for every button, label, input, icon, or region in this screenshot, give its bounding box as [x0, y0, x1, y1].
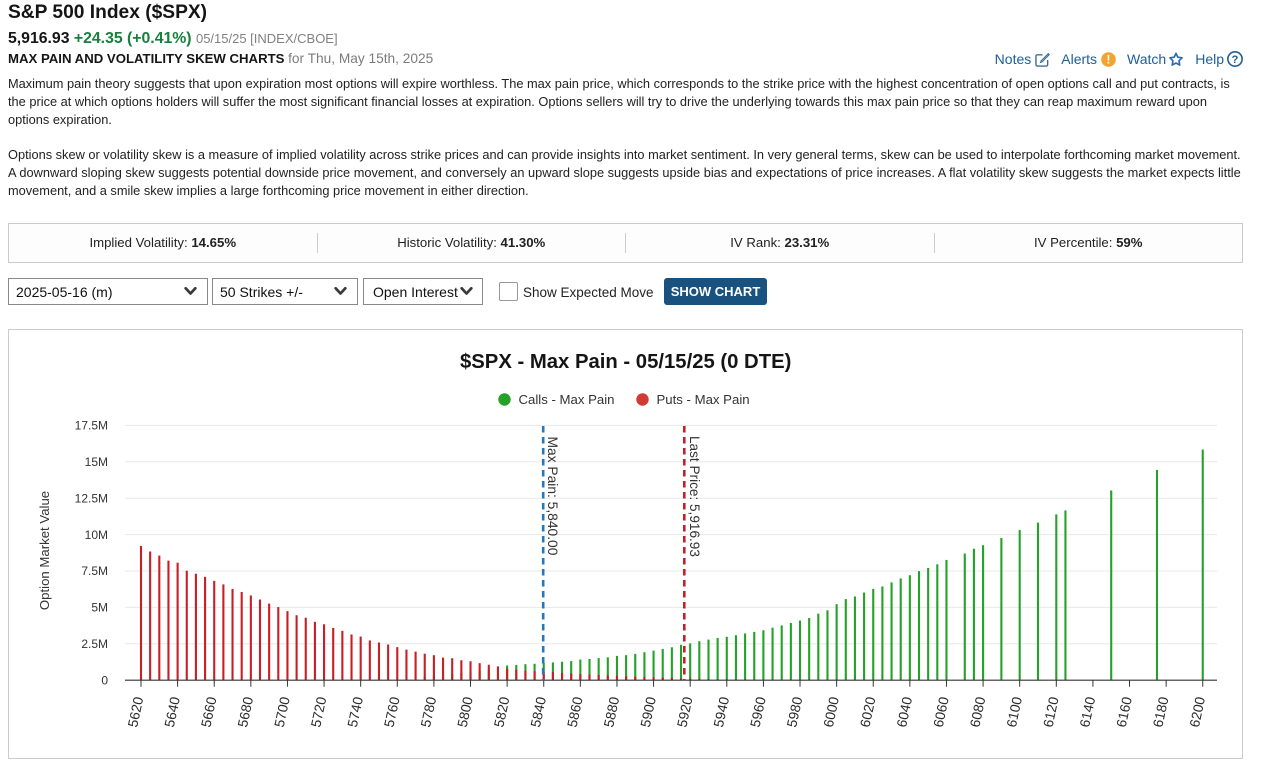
svg-text:6000: 6000 — [821, 695, 842, 728]
svg-text:Last Price: 5,916.93: Last Price: 5,916.93 — [687, 436, 702, 557]
svg-text:5980: 5980 — [784, 695, 805, 728]
svg-text:!: ! — [1107, 53, 1111, 66]
svg-text:15M: 15M — [85, 455, 108, 469]
svg-text:6040: 6040 — [894, 695, 915, 728]
svg-text:2.5M: 2.5M — [81, 637, 108, 651]
svg-text:6160: 6160 — [1114, 695, 1135, 728]
svg-text:Puts - Max Pain: Puts - Max Pain — [657, 392, 750, 407]
svg-text:6100: 6100 — [1004, 695, 1025, 728]
svg-text:6080: 6080 — [967, 695, 988, 728]
svg-text:10M: 10M — [85, 528, 108, 542]
svg-text:6140: 6140 — [1077, 695, 1098, 728]
svg-text:5740: 5740 — [345, 695, 366, 728]
svg-text:5780: 5780 — [418, 695, 439, 728]
svg-text:12.5M: 12.5M — [75, 491, 108, 505]
svg-text:5800: 5800 — [455, 695, 476, 728]
svg-text:?: ? — [1232, 54, 1239, 66]
svg-text:0: 0 — [101, 673, 108, 687]
svg-text:5840: 5840 — [528, 695, 549, 728]
svg-text:6060: 6060 — [931, 695, 952, 728]
svg-text:5820: 5820 — [491, 695, 512, 728]
svg-text:$SPX - Max Pain - 05/15/25 (0: $SPX - Max Pain - 05/15/25 (0 DTE) — [460, 351, 791, 373]
svg-text:Max Pain: 5,840.00: Max Pain: 5,840.00 — [545, 437, 560, 556]
svg-text:7.5M: 7.5M — [81, 564, 108, 578]
svg-text:5900: 5900 — [638, 695, 659, 728]
svg-text:5660: 5660 — [198, 695, 219, 728]
svg-text:5860: 5860 — [565, 695, 586, 728]
svg-text:5920: 5920 — [674, 695, 695, 728]
svg-text:5720: 5720 — [308, 695, 329, 728]
svg-text:Option Market Value: Option Market Value — [37, 491, 52, 610]
svg-text:5640: 5640 — [162, 695, 183, 728]
svg-text:Calls - Max Pain: Calls - Max Pain — [519, 392, 615, 407]
svg-text:6200: 6200 — [1187, 695, 1208, 728]
svg-text:5960: 5960 — [748, 695, 769, 728]
svg-text:17.5M: 17.5M — [75, 419, 108, 433]
svg-text:6020: 6020 — [858, 695, 879, 728]
svg-text:5M: 5M — [91, 601, 108, 615]
svg-text:5620: 5620 — [125, 695, 146, 728]
svg-text:5880: 5880 — [601, 695, 622, 728]
svg-text:6120: 6120 — [1041, 695, 1062, 728]
svg-text:6180: 6180 — [1150, 695, 1171, 728]
svg-text:5700: 5700 — [272, 695, 293, 728]
svg-text:5680: 5680 — [235, 695, 256, 728]
svg-text:5760: 5760 — [382, 695, 403, 728]
svg-text:5940: 5940 — [711, 695, 732, 728]
